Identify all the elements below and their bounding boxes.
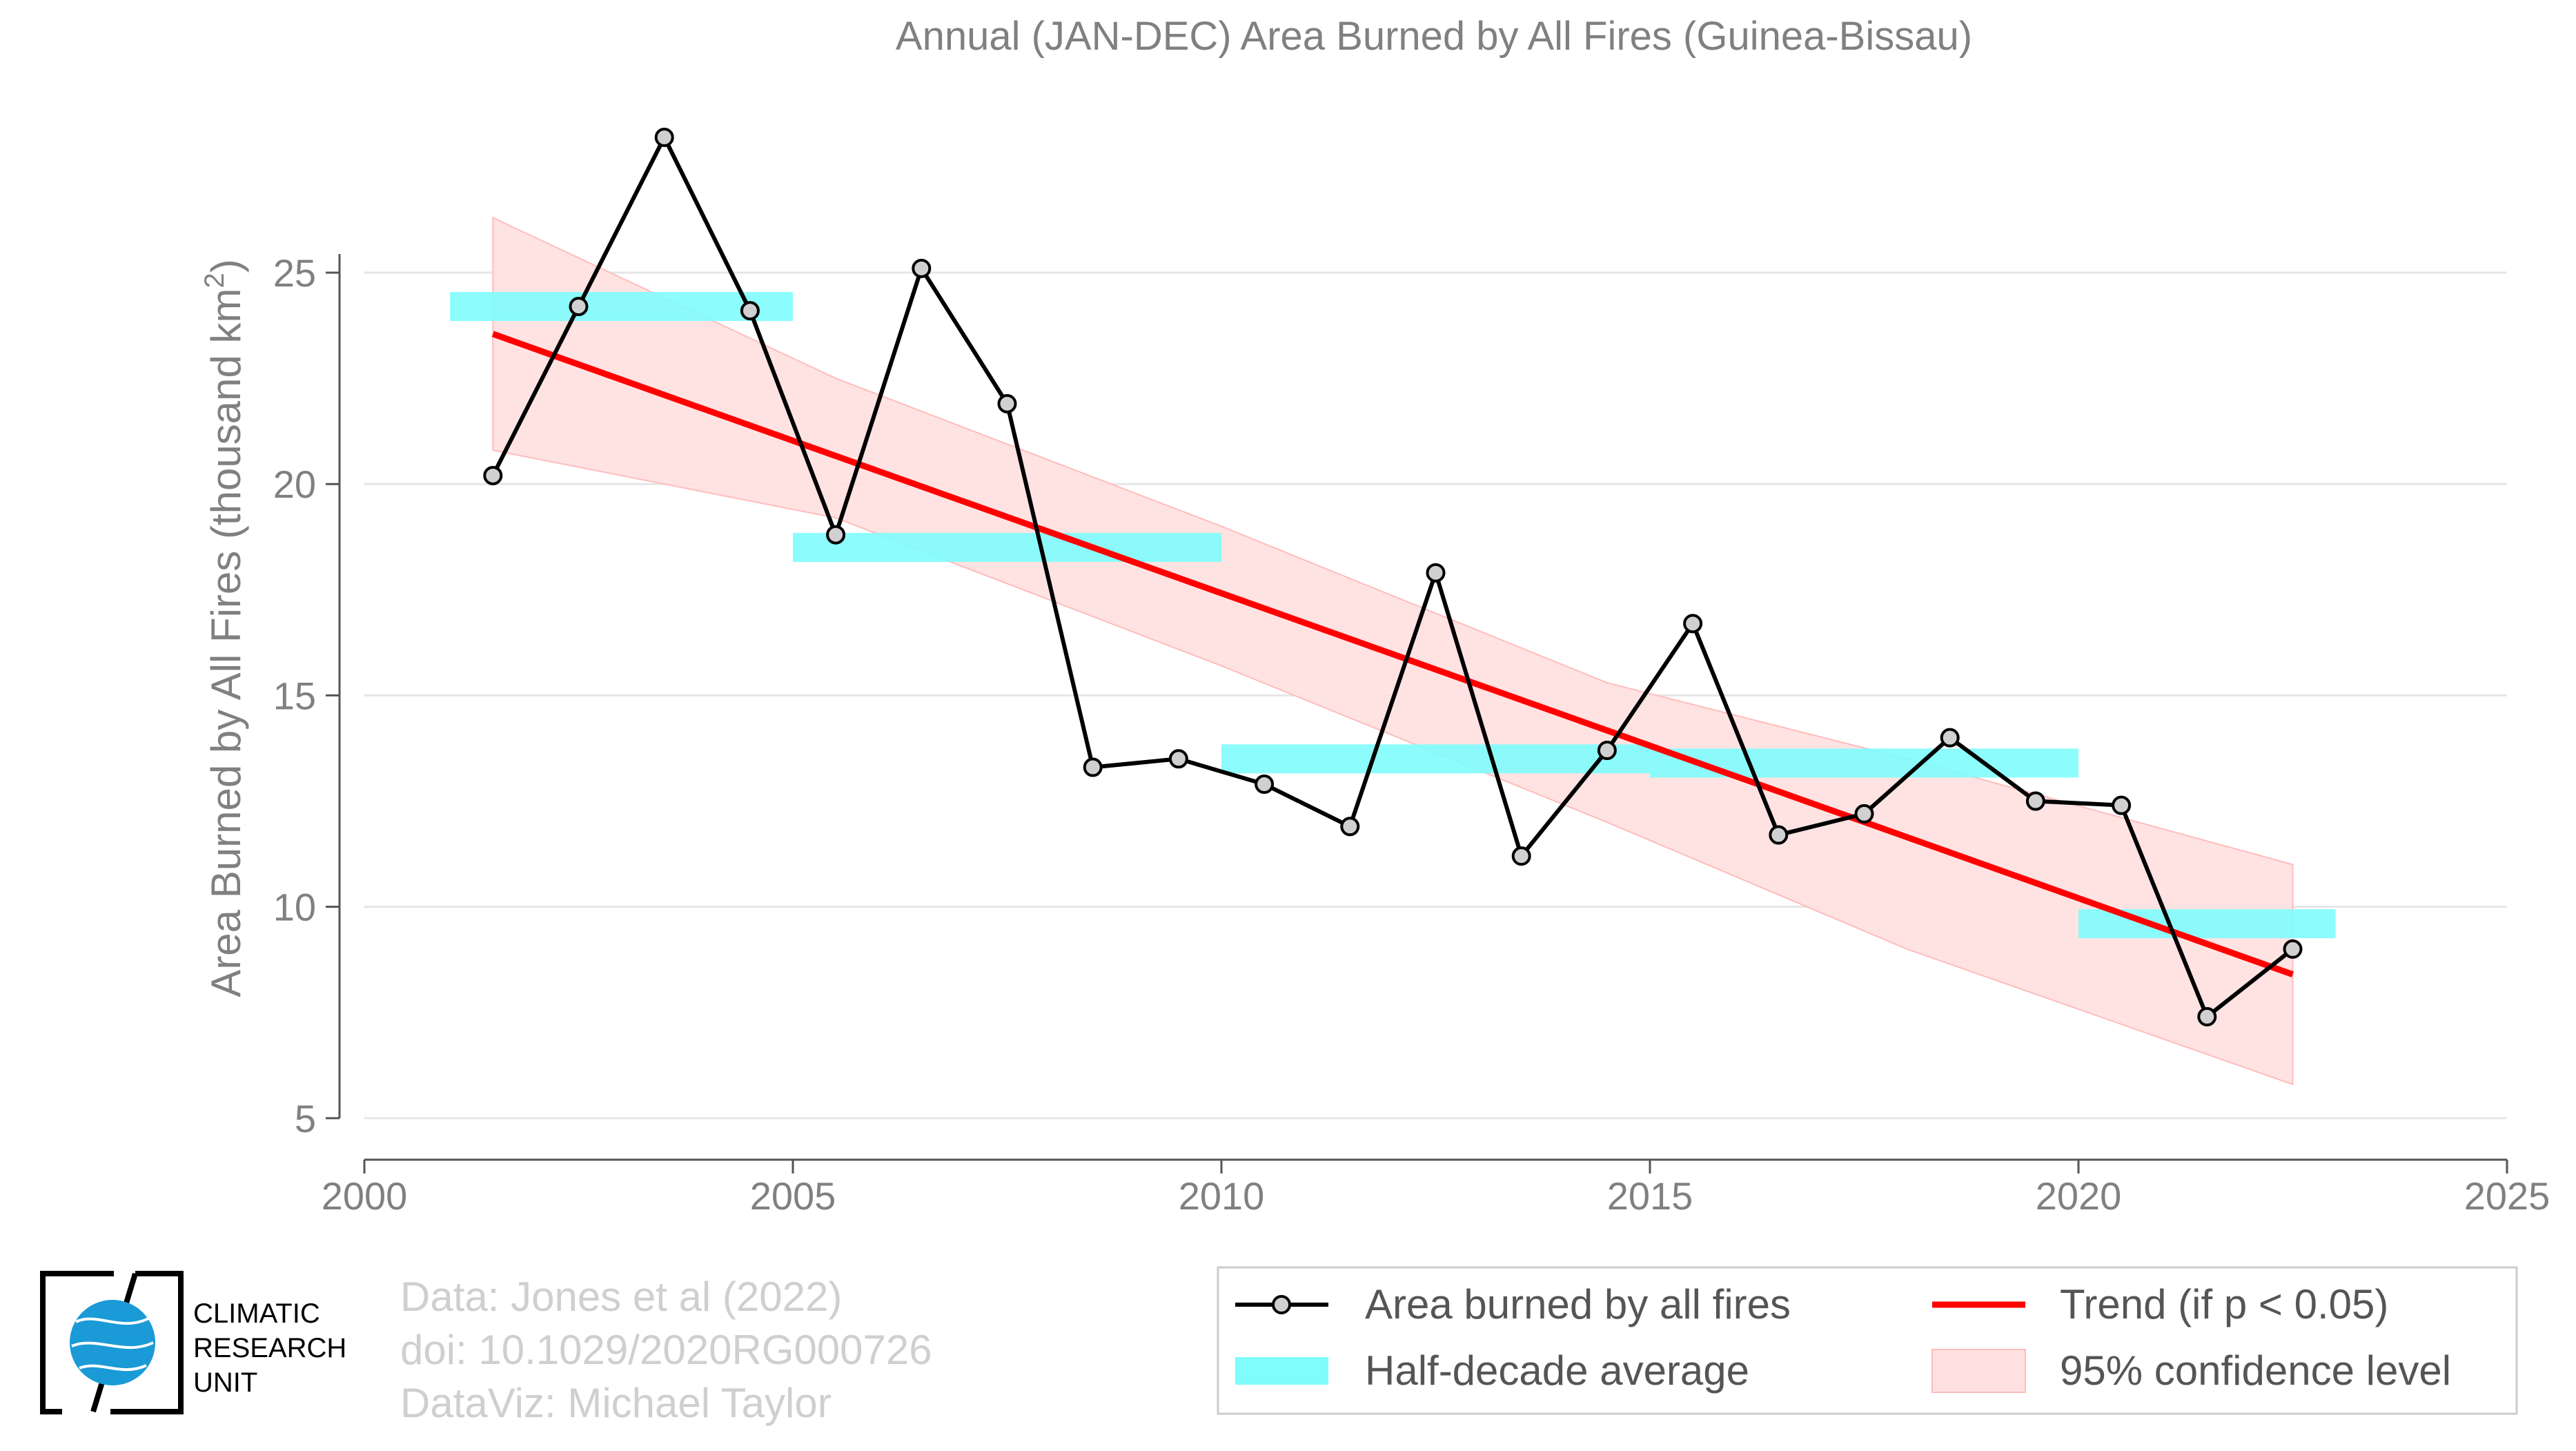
data-credits: Data: Jones et al (2022) doi: 10.1029/20…: [400, 1270, 932, 1430]
y-axis-label-superscript: 2: [199, 273, 230, 288]
legend-label-area-burned: Area burned by all fires: [1365, 1281, 1791, 1327]
x-tick-label-2015: 2015: [1607, 1174, 1693, 1218]
data-point-2018.5: [1940, 728, 1960, 748]
globe-icon: [70, 1300, 155, 1385]
data-point-2016.5: [1769, 825, 1789, 845]
data-point-2007.5: [997, 393, 1017, 413]
plot-area: [450, 127, 2336, 1086]
legend: Area burned by all fires Trend (if p < 0.…: [1217, 1266, 2518, 1415]
y-tick-label-15: 15: [273, 674, 316, 717]
logo-bracket-left: [40, 1271, 114, 1414]
half-decade-bar-2: [1221, 744, 1650, 774]
y-axis-label-close: ): [203, 259, 249, 273]
globe-wave-2: [71, 1341, 154, 1350]
data-point-2011.5: [1340, 817, 1360, 837]
data-point-2017.5: [1854, 804, 1874, 824]
credit-dataviz: DataViz: Michael Taylor: [400, 1380, 832, 1426]
data-point-2002.5: [569, 296, 589, 316]
data-point-2022.5: [2283, 939, 2303, 959]
x-tick-label-2025: 2025: [2464, 1174, 2550, 1218]
logo-text-1: CLIMATIC: [193, 1298, 320, 1329]
globe-wave-1: [75, 1317, 149, 1325]
x-tick-label-2005: 2005: [750, 1174, 836, 1218]
series-line-area-burned: [491, 135, 2294, 1019]
logo-text-3: UNIT: [193, 1367, 257, 1398]
x-tick-label-2020: 2020: [2036, 1174, 2122, 1218]
y-axis-label-text: Area Burned by All Fires (thousand km: [203, 289, 249, 997]
half-decade-bar-0: [450, 291, 793, 321]
half-decade-bar-1: [793, 533, 1221, 563]
data-point-2019.5: [2025, 791, 2045, 811]
logo-bracket-right: [110, 1271, 184, 1414]
legend-swatch-marker: [1272, 1295, 1291, 1314]
credit-doi: doi: 10.1029/2020RG000726: [400, 1327, 932, 1373]
data-point-2006.5: [912, 258, 932, 278]
y-tick-label-20: 20: [273, 462, 316, 506]
legend-label-confidence: 95% confidence level: [2060, 1347, 2451, 1394]
data-point-2009.5: [1168, 749, 1188, 769]
legend-box: [1217, 1266, 2518, 1415]
x-tick-label-2000: 2000: [322, 1174, 408, 1218]
chart-title: Annual (JAN-DEC) Area Burned by All Fire…: [896, 14, 1972, 59]
data-point-2005.5: [826, 525, 846, 545]
data-point-2015.5: [1683, 614, 1703, 634]
y-tick-label-5: 5: [295, 1097, 316, 1140]
data-point-2020.5: [2112, 795, 2132, 815]
data-point-2008.5: [1083, 757, 1103, 777]
y-tick-label-10: 10: [273, 886, 316, 929]
data-point-2001.5: [483, 465, 503, 485]
y-tick-label-25: 25: [273, 251, 316, 295]
data-point-2013.5: [1511, 846, 1531, 866]
globe-wave-3: [79, 1364, 147, 1372]
data-point-2010.5: [1255, 775, 1275, 795]
data-point-2021.5: [2197, 1006, 2217, 1026]
cru-logo: CLIMATIC RESEARCH UNIT: [40, 1271, 346, 1414]
legend-label-half-decade: Half-decade average: [1365, 1347, 1749, 1394]
data-point-2004.5: [740, 301, 760, 321]
x-tick-label-2010: 2010: [1179, 1174, 1265, 1218]
trend-line: [491, 331, 2294, 977]
y-axis-label: Area Burned by All Fires (thousand km2): [199, 259, 249, 997]
data-point-2014.5: [1597, 741, 1617, 761]
half-decade-bar-3: [1650, 748, 2078, 778]
legend-swatch-half-decade: [1235, 1357, 1328, 1385]
data-point-2012.5: [1426, 563, 1446, 583]
credit-data: Data: Jones et al (2022): [400, 1274, 843, 1320]
legend-label-trend: Trend (if p < 0.05): [2060, 1281, 2388, 1327]
logo-text-2: RESEARCH: [193, 1333, 346, 1363]
data-point-2003.5: [654, 127, 674, 147]
legend-swatch-confidence: [1931, 1349, 2026, 1393]
